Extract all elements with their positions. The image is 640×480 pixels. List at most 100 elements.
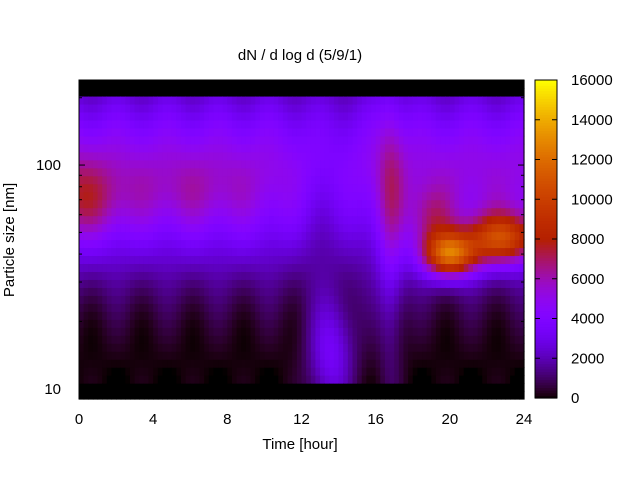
heatmap-cell <box>273 263 279 272</box>
heatmap-cell <box>125 143 131 153</box>
heatmap-cell <box>176 375 182 384</box>
heatmap-cell <box>454 343 460 352</box>
heatmap-cell <box>139 359 145 368</box>
heatmap-cell <box>153 295 159 304</box>
heatmap-cell <box>459 87 465 97</box>
heatmap-cell <box>153 255 159 265</box>
heatmap-cell <box>134 255 140 265</box>
heatmap-cell <box>412 359 418 368</box>
heatmap-cell <box>250 87 256 97</box>
heatmap-cell <box>320 159 326 169</box>
heatmap-cell <box>292 199 298 209</box>
heatmap-cell <box>241 103 247 113</box>
heatmap-cell <box>329 103 335 113</box>
heatmap-cell <box>486 375 493 384</box>
colorbar-segment <box>535 103 557 108</box>
heatmap-cell <box>380 151 386 161</box>
heatmap-cell <box>477 359 483 368</box>
heatmap-cell <box>329 127 335 137</box>
heatmap-cell <box>222 135 228 145</box>
heatmap-cell <box>129 207 136 217</box>
heatmap-cell <box>162 343 168 352</box>
heatmap-cell <box>102 239 108 249</box>
heatmap-cell <box>306 223 312 233</box>
heatmap-cell <box>375 327 381 336</box>
heatmap-cell <box>338 159 344 169</box>
heatmap-cell <box>347 207 354 217</box>
heatmap-cell <box>231 351 238 360</box>
heatmap-cell <box>398 151 405 161</box>
heatmap-cell <box>473 199 479 209</box>
heatmap-cell <box>79 343 85 352</box>
heatmap-cell <box>496 175 502 185</box>
heatmap-cell <box>431 127 437 137</box>
heatmap-cell <box>231 151 238 161</box>
heatmap-cell <box>491 223 497 233</box>
heatmap-cell <box>241 303 247 312</box>
heatmap-cell <box>394 119 400 129</box>
heatmap-cell <box>208 319 215 328</box>
heatmap-cell <box>510 311 516 320</box>
heatmap-cell <box>134 351 140 360</box>
heatmap-cell <box>310 359 317 368</box>
heatmap-cell <box>157 311 164 320</box>
heatmap-cell <box>88 119 94 129</box>
heatmap-cell <box>329 247 335 257</box>
heatmap-cell <box>482 303 488 312</box>
heatmap-cell <box>282 271 289 280</box>
heatmap-cell <box>88 151 94 161</box>
heatmap-cell <box>264 279 270 288</box>
heatmap-cell <box>88 231 94 241</box>
heatmap-cell <box>125 383 131 392</box>
heatmap-cell <box>371 87 377 97</box>
heatmap-cell <box>227 119 233 129</box>
heatmap-cell <box>375 199 381 209</box>
heatmap-cell <box>500 143 507 153</box>
heatmap-cell <box>269 87 275 97</box>
heatmap-cell <box>273 239 279 249</box>
heatmap-cell <box>435 319 442 328</box>
y-tick-label: 100 <box>36 157 61 174</box>
heatmap-cell <box>431 80 437 89</box>
heatmap-cell <box>278 271 284 280</box>
colorbar-segment <box>535 360 557 365</box>
heatmap-cell <box>496 247 502 257</box>
heatmap-cell <box>218 119 224 129</box>
heatmap-cell <box>449 359 456 368</box>
heatmap-cell <box>366 167 372 177</box>
heatmap-cell <box>500 223 507 233</box>
heatmap-cell <box>412 191 418 201</box>
heatmap-cell <box>269 375 275 384</box>
heatmap-cell <box>199 127 205 137</box>
heatmap-cell <box>375 111 381 121</box>
heatmap-cell <box>320 375 326 384</box>
heatmap-cell <box>422 103 428 113</box>
heatmap-cell <box>398 335 405 344</box>
heatmap-cell <box>361 135 367 145</box>
heatmap-cell <box>394 159 400 169</box>
heatmap-cell <box>394 375 400 384</box>
heatmap-cell <box>116 207 122 217</box>
heatmap-cell <box>116 135 122 145</box>
heatmap-cell <box>412 207 418 217</box>
heatmap-cell <box>310 247 317 257</box>
heatmap-cell <box>171 239 177 249</box>
heatmap-cell <box>431 263 437 272</box>
heatmap-cell <box>194 271 201 280</box>
heatmap-cell <box>296 215 303 225</box>
heatmap-cell <box>129 311 136 320</box>
heatmap-cell <box>384 191 391 201</box>
heatmap-cell <box>97 311 103 320</box>
heatmap-cell <box>315 367 321 376</box>
heatmap-cell <box>222 327 228 336</box>
heatmap-cell <box>92 207 99 217</box>
heatmap-cell <box>83 335 89 344</box>
heatmap-cell <box>264 143 270 153</box>
heatmap-cell <box>79 271 85 280</box>
heatmap-cell <box>445 159 451 169</box>
heatmap-cell <box>129 343 136 352</box>
heatmap-cell <box>486 383 493 392</box>
heatmap-cell <box>264 223 270 233</box>
heatmap-cell <box>477 231 483 241</box>
heatmap-cell <box>398 215 405 225</box>
